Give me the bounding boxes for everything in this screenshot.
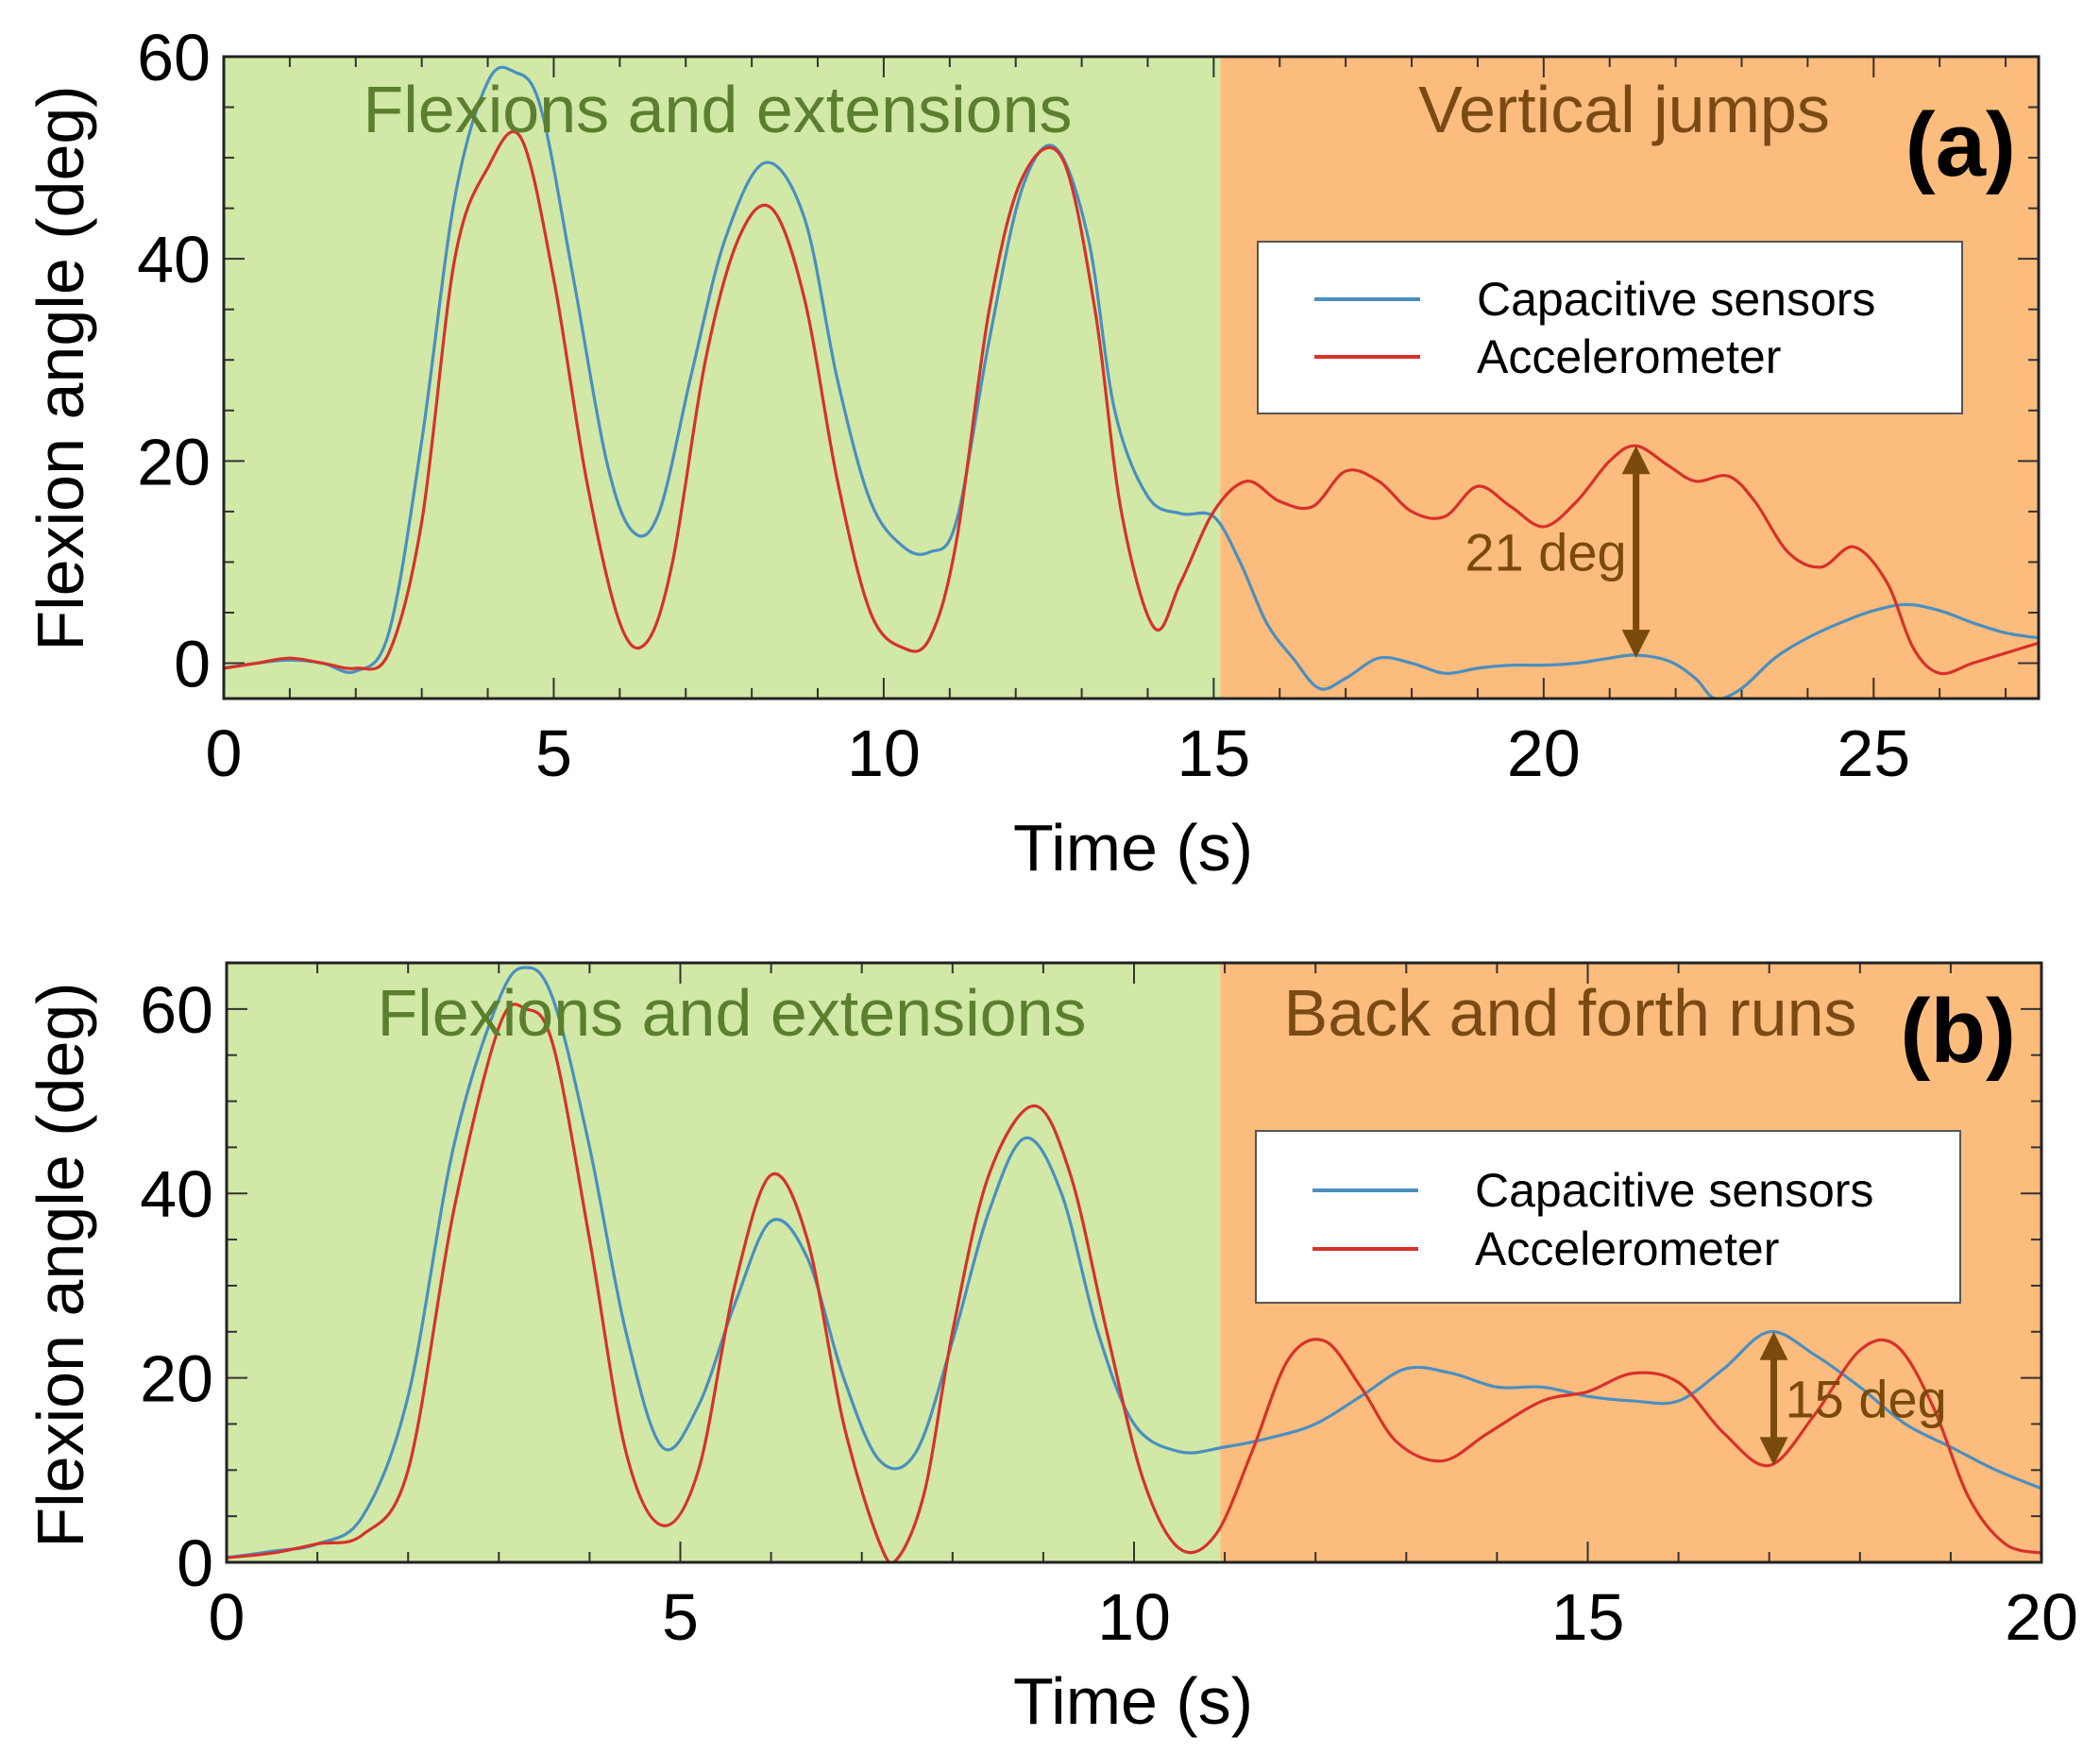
panel-b-y-tick-label: 0 — [177, 1526, 213, 1600]
panel-a-y-tick-label: 0 — [174, 628, 211, 701]
panel-b-frame — [225, 961, 2043, 1564]
panel-a-region-label-left: Flexions and extensions — [364, 73, 1073, 146]
panel-b-x-tick-label: 5 — [662, 1580, 699, 1654]
panel-a-x-tick-label: 5 — [535, 716, 572, 790]
panel-b-x-tick-labels: 0 5 10 15 20 — [209, 1580, 2078, 1654]
panel-b-y-tick-label: 20 — [140, 1342, 213, 1416]
panel-a-region-label-right: Vertical jumps — [1418, 73, 1830, 146]
panel-b-region-0 — [227, 963, 1221, 1562]
panel-a-x-tick-label: 0 — [206, 716, 243, 790]
panel-b-series-capacitive-line — [227, 966, 2041, 1559]
panel-a-y-tick-label: 40 — [137, 223, 211, 296]
panel-b-region-label-right: Back and forth runs — [1284, 976, 1857, 1050]
panel-a-chart: 21 deg 0 5 10 15 20 25 0 20 40 60 Flexions and e… — [24, 21, 2041, 885]
panel-b-y-tick-label: 40 — [140, 1157, 213, 1231]
panel-a-y-tick-label: 60 — [137, 21, 211, 94]
panel-b-x-tick-label: 0 — [209, 1580, 246, 1654]
panel-b-annotation: 15 deg — [1759, 1331, 1947, 1466]
panel-b-annotation-arrowhead-top — [1759, 1331, 1788, 1360]
panel-a-letter: (a) — [1905, 94, 2016, 195]
panel-b-x-tick-label: 20 — [2005, 1580, 2078, 1654]
panel-b-y-tick-label: 60 — [140, 973, 213, 1047]
panel-a-annotation-arrowhead-bottom — [1621, 630, 1651, 659]
panel-a-annotation: 21 deg — [1465, 446, 1651, 659]
panel-b-chart: 15 deg 0 5 10 15 20 0 20 40 60 Flexions and ext… — [24, 961, 2078, 1738]
panel-a-legend-label-capacitive: Capacitive sensors — [1477, 273, 1875, 326]
panel-a-legend: Capacitive sensors Accelerometer — [1257, 241, 1963, 414]
panel-b-legend-box — [1255, 1130, 1961, 1304]
panel-b-x-tick-label: 15 — [1551, 1580, 1625, 1654]
panel-b-series-accelerometer-line — [227, 1003, 2041, 1562]
panel-a-x-tick-label: 25 — [1837, 716, 1910, 790]
panel-a-legend-label-accelerometer: Accelerometer — [1477, 330, 1781, 383]
panel-a-annotation-label: 21 deg — [1465, 523, 1626, 582]
panel-a-series — [224, 65, 2039, 699]
panel-b-y-axis-title: Flexion angle (deg) — [24, 982, 97, 1547]
panel-b-legend-label-capacitive: Capacitive sensors — [1475, 1164, 1873, 1217]
panel-b-letter: (b) — [1900, 981, 2016, 1082]
panel-a-series-accelerometer-line — [224, 129, 2039, 676]
panel-a-region-0 — [224, 57, 1221, 699]
panel-a-frame — [222, 55, 2041, 700]
panel-b-legend-label-accelerometer: Accelerometer — [1475, 1222, 1779, 1275]
panel-b-annotation-label: 15 deg — [1786, 1370, 1947, 1429]
panel-a-y-tick-labels: 0 20 40 60 — [137, 21, 211, 701]
panel-a-x-tick-label: 15 — [1177, 716, 1250, 790]
panel-a-x-tick-label: 10 — [847, 716, 921, 790]
panel-a-series-capacitive-line — [224, 65, 2039, 699]
panel-a-annotation-arrowhead-top — [1621, 446, 1651, 475]
panel-a-y-tick-label: 20 — [137, 425, 211, 498]
panel-a-x-tick-labels: 0 5 10 15 20 25 — [206, 716, 1911, 790]
panel-b-x-axis-title: Time (s) — [1013, 1664, 1253, 1738]
panel-b-y-tick-labels: 0 20 40 60 — [140, 973, 213, 1600]
panel-b-region-label-left: Flexions and extensions — [378, 976, 1087, 1050]
panel-b-legend: Capacitive sensors Accelerometer — [1255, 1130, 1961, 1304]
panel-b-series — [227, 966, 2041, 1562]
panel-a-ticks — [223, 56, 2039, 699]
panel-a-legend-box — [1257, 241, 1963, 414]
panel-a-x-tick-label: 20 — [1507, 716, 1581, 790]
panel-a-y-axis-title: Flexion angle (deg) — [24, 85, 97, 650]
panel-a-x-axis-title: Time (s) — [1013, 811, 1253, 885]
panel-b-x-tick-label: 10 — [1097, 1580, 1171, 1654]
panel-b-annotation-arrowhead-bottom — [1759, 1437, 1788, 1466]
